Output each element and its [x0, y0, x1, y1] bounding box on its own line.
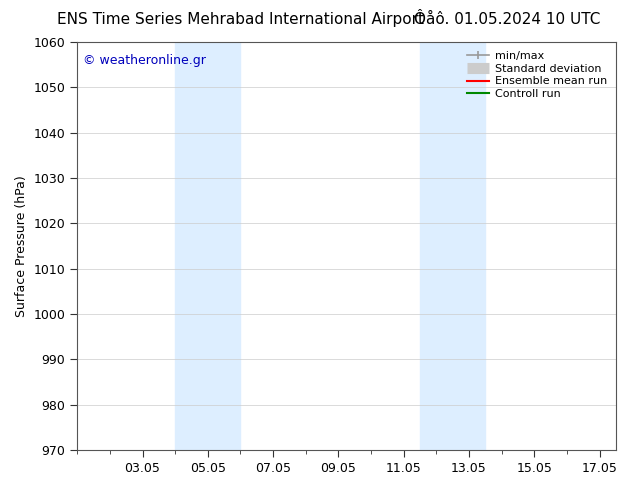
Text: ENS Time Series Mehrabad International Airport: ENS Time Series Mehrabad International A… [58, 12, 424, 27]
Text: Ôåô. 01.05.2024 10 UTC: Ôåô. 01.05.2024 10 UTC [414, 12, 600, 27]
Text: © weatheronline.gr: © weatheronline.gr [82, 54, 205, 67]
Y-axis label: Surface Pressure (hPa): Surface Pressure (hPa) [15, 175, 28, 317]
Legend: min/max, Standard deviation, Ensemble mean run, Controll run: min/max, Standard deviation, Ensemble me… [463, 48, 611, 102]
Bar [175, 42, 240, 450]
Bar [420, 42, 486, 450]
